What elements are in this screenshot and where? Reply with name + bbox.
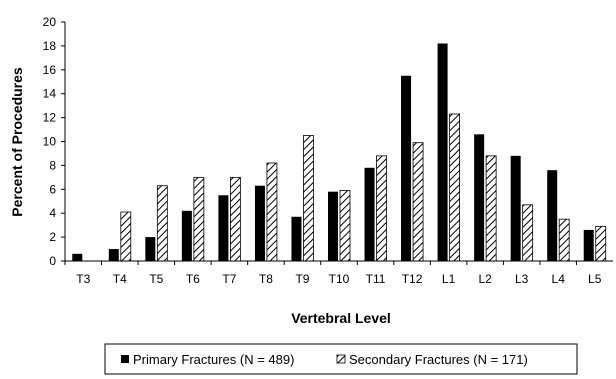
x-tick-label: T11 [366, 272, 386, 286]
x-tick-label: T5 [149, 272, 163, 286]
y-tick-label: 4 [49, 206, 56, 220]
bar-primary-T3 [72, 253, 83, 261]
x-tick-label: T9 [295, 272, 309, 286]
y-tick-label: 2 [49, 230, 56, 244]
bars [72, 43, 607, 262]
legend-label-secondary: Secondary Fractures (N = 171) [349, 352, 528, 367]
x-tick-label: T3 [76, 272, 90, 286]
x-tick-label: T10 [329, 272, 350, 286]
bar-secondary-T6 [193, 176, 205, 262]
bar-primary-T7 [218, 195, 229, 261]
bar-primary-L1 [437, 43, 448, 262]
bar-primary-L4 [547, 170, 558, 261]
bar-secondary-T8 [266, 162, 278, 262]
legend-swatch-primary [121, 355, 129, 363]
bar-primary-T6 [181, 210, 192, 261]
x-tick-label: T8 [259, 272, 273, 286]
x-tick-label: L2 [478, 272, 492, 286]
x-axis-ticks: T3 T4 T5 T6 T7 T8 T9 T10 T11 T12 L1 L2 L3 L4 L5 [64, 261, 602, 286]
bar-secondary-T11 [376, 155, 387, 262]
y-tick-label: 20 [43, 15, 57, 29]
x-tick-label: T4 [113, 272, 127, 286]
legend: Primary Fractures (N = 489) Secondary Fr… [104, 343, 578, 375]
bar-secondary-T4 [120, 211, 132, 262]
y-tick-label: 0 [49, 254, 56, 268]
bar-primary-T8 [254, 185, 265, 261]
bar-secondary-T5 [156, 185, 168, 262]
bar-primary-T5 [145, 237, 156, 261]
x-tick-label: T12 [402, 272, 423, 286]
y-tick-label: 6 [49, 182, 56, 196]
bar-secondary-T9 [303, 135, 314, 262]
bar-primary-L5 [583, 229, 594, 261]
bar-secondary-T7 [229, 176, 241, 262]
bar-secondary-T12 [412, 142, 424, 262]
bar-secondary-L4 [558, 218, 570, 262]
x-tick-label: T6 [186, 272, 200, 286]
legend-label-primary: Primary Fractures (N = 489) [133, 352, 294, 367]
x-tick-label: L5 [588, 272, 602, 286]
bar-secondary-L3 [522, 204, 534, 262]
y-tick-label: 16 [43, 63, 57, 77]
y-tick-label: 8 [49, 158, 56, 172]
x-tick-label: T7 [222, 272, 236, 286]
y-axis-ticks: 0 2 4 6 8 10 12 14 16 18 20 [43, 15, 65, 268]
x-tick-label: L1 [442, 272, 456, 286]
y-tick-label: 10 [43, 135, 57, 149]
y-tick-label: 14 [43, 87, 57, 101]
bar-primary-L2 [474, 134, 485, 261]
x-tick-label: L3 [515, 272, 529, 286]
bar-primary-T4 [108, 249, 119, 261]
legend-swatch-secondary [336, 354, 346, 364]
x-tick-label: L4 [552, 272, 566, 286]
bar-primary-T10 [328, 191, 338, 261]
bar-primary-T12 [401, 75, 412, 262]
bar-primary-T9 [291, 216, 302, 261]
y-tick-label: 12 [43, 111, 57, 125]
bar-secondary-L2 [485, 155, 497, 262]
y-tick-label: 18 [43, 39, 57, 53]
bar-primary-T11 [364, 167, 375, 261]
x-axis-title: Vertebral Level [291, 310, 391, 326]
bar-secondary-L1 [449, 113, 461, 262]
bar-secondary-T10 [339, 190, 351, 262]
y-axis-title: Percent of Procedures [9, 67, 25, 217]
bar-secondary-L5 [595, 225, 607, 262]
bar-primary-L3 [510, 155, 521, 261]
